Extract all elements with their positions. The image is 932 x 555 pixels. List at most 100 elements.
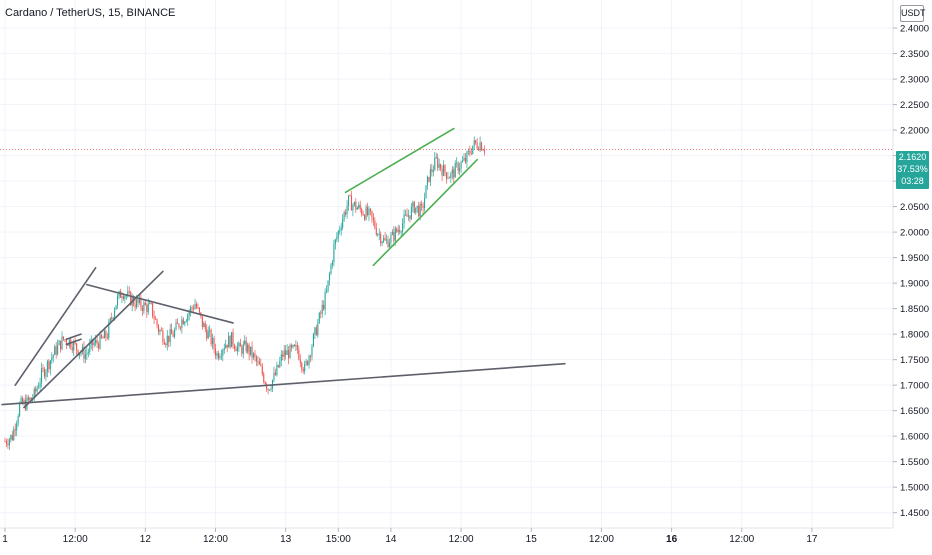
candle-body xyxy=(381,241,383,244)
candle-body xyxy=(84,354,86,359)
candle-body xyxy=(64,339,66,341)
candle-body xyxy=(216,353,218,356)
candle-body xyxy=(210,330,212,345)
candle-body xyxy=(380,233,382,244)
gray-trendline xyxy=(65,338,82,346)
time-axis[interactable]: 1 12:00 12 12:00 13 15:00 14 12:00 15 12:00 16 12:0… xyxy=(2,528,818,545)
candle-body xyxy=(27,397,29,401)
candle-body xyxy=(79,353,81,356)
x-tick-label: 15:00 xyxy=(326,534,351,545)
candle-body xyxy=(115,305,117,310)
candle-body xyxy=(222,349,224,356)
candle-body xyxy=(206,329,208,339)
price-axis[interactable]: 2.40002.35002.30002.25002.20002.15002.10… xyxy=(893,24,929,520)
candle-body xyxy=(106,337,108,339)
y-tick-label: 1.7500 xyxy=(900,355,929,366)
candle-body xyxy=(163,342,165,345)
candle-body xyxy=(314,327,316,334)
candle-body xyxy=(336,237,338,240)
candle-body xyxy=(80,352,82,354)
candle-body xyxy=(321,304,323,314)
candle-body xyxy=(109,318,111,323)
candle-body xyxy=(460,161,462,169)
candle-body xyxy=(16,423,18,431)
candle-body xyxy=(290,345,293,348)
candle-body xyxy=(374,220,376,229)
candle-body xyxy=(459,168,461,171)
x-tick-label: 12:00 xyxy=(203,534,228,545)
candle-body xyxy=(345,212,347,215)
candle-body xyxy=(11,434,13,440)
candle-body xyxy=(428,176,430,182)
candle-body xyxy=(359,204,361,210)
candle-body xyxy=(95,339,97,344)
candle-body xyxy=(157,325,160,332)
candle-body xyxy=(54,346,56,355)
candle-body xyxy=(61,336,63,350)
candle-body xyxy=(318,312,320,323)
candle-body xyxy=(100,334,103,338)
candle-body xyxy=(368,208,370,216)
x-tick-label: 1 xyxy=(2,534,8,545)
candle-body xyxy=(165,344,167,346)
candle-body xyxy=(86,353,88,355)
candle-body xyxy=(29,397,31,401)
candle-body xyxy=(185,320,187,322)
y-tick-label: 1.8000 xyxy=(900,330,929,341)
candle-body xyxy=(51,357,53,361)
candle-body xyxy=(432,170,434,173)
candle-body xyxy=(166,335,168,346)
candle-body xyxy=(478,148,480,151)
candle-body xyxy=(21,398,24,404)
candle-body xyxy=(226,344,228,348)
y-tick-label: 1.5500 xyxy=(900,457,929,468)
candle-body xyxy=(10,434,12,440)
candle-body xyxy=(296,345,298,350)
candle-body xyxy=(342,219,344,228)
candle-body xyxy=(236,346,238,352)
candle-body xyxy=(426,176,429,186)
y-tick-label: 1.6000 xyxy=(900,432,929,443)
candle-body xyxy=(191,307,193,309)
gray-trendline xyxy=(1,362,566,406)
currency-button[interactable]: USDT xyxy=(900,5,926,22)
candle-body xyxy=(400,231,402,233)
candle-body xyxy=(127,291,129,296)
y-tick-label: 2.4000 xyxy=(900,24,929,35)
candle-body xyxy=(71,347,73,351)
candle-body xyxy=(254,353,256,357)
candle-body xyxy=(242,344,244,354)
candle-body xyxy=(309,356,312,357)
candle-body xyxy=(247,344,249,352)
candle-body xyxy=(425,185,427,199)
candle-body xyxy=(220,355,222,357)
candle-body xyxy=(112,317,114,319)
candle-body xyxy=(201,316,203,328)
green-trendline xyxy=(372,158,478,267)
candle-body xyxy=(429,169,431,182)
candle-body xyxy=(273,372,275,380)
candle-body xyxy=(138,297,141,303)
candle-body xyxy=(410,206,412,219)
candle-body xyxy=(277,365,279,368)
y-tick-label: 1.8500 xyxy=(900,304,929,315)
candle-body xyxy=(156,319,158,326)
candle-body xyxy=(388,242,391,248)
candle-body xyxy=(353,201,355,205)
candle-body xyxy=(409,215,411,219)
candle-body xyxy=(74,341,76,344)
candle-body xyxy=(434,157,436,171)
candle-body xyxy=(217,353,219,359)
candle-body xyxy=(77,349,79,356)
candle-body xyxy=(422,205,424,209)
candle-body xyxy=(93,343,95,346)
candle-body xyxy=(350,195,352,211)
candle-body xyxy=(407,215,410,217)
candle-body xyxy=(46,361,48,372)
candle-body xyxy=(269,389,271,391)
x-tick-label: 12:00 xyxy=(729,534,754,545)
candle-body xyxy=(482,150,484,151)
trendlines-layer[interactable] xyxy=(1,127,566,409)
